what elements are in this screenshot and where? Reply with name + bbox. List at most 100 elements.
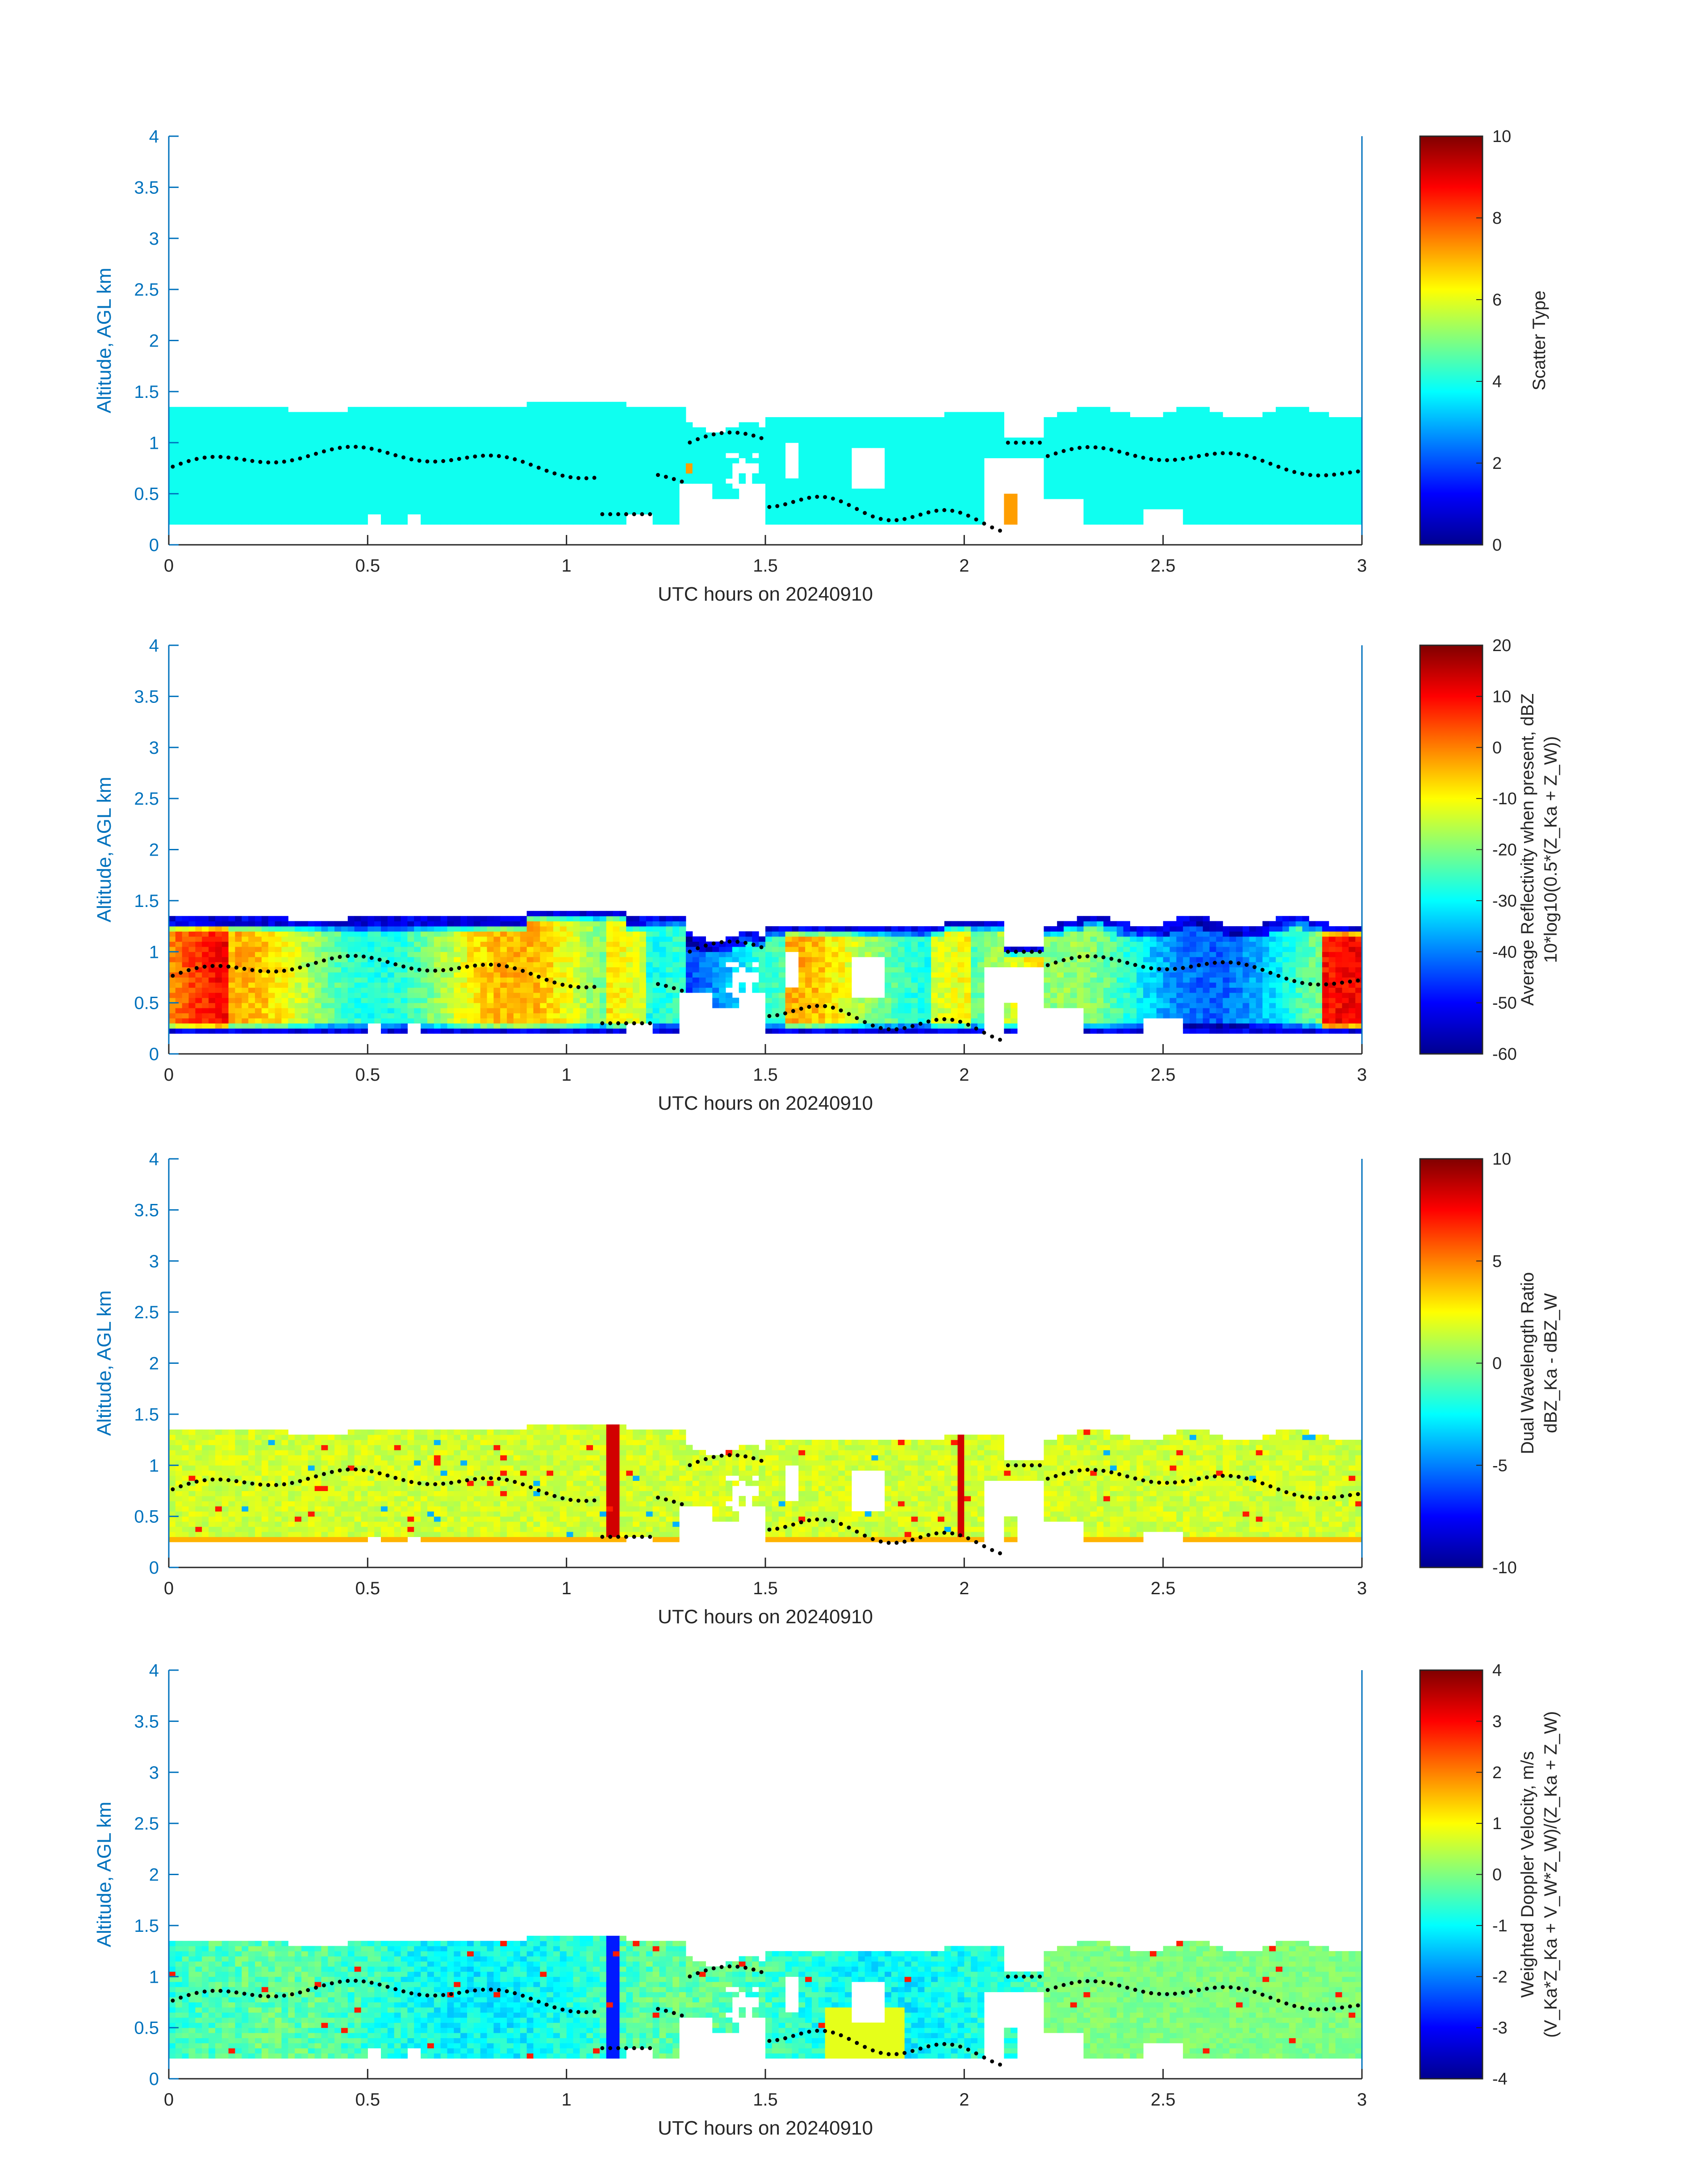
heatmap-cell (275, 962, 282, 968)
heatmap-cell (898, 483, 905, 489)
heatmap-cell (467, 489, 474, 494)
heatmap-cell (838, 489, 845, 494)
heatmap-cell (361, 967, 368, 973)
heatmap-cell (434, 504, 441, 510)
heatmap-cell (712, 473, 719, 479)
heatmap-cell (1315, 504, 1323, 510)
heatmap-cell (175, 962, 183, 968)
heatmap-cell (652, 422, 660, 428)
heatmap-cell (321, 437, 328, 443)
heatmap-cell (261, 519, 269, 525)
heatmap-cell (188, 998, 196, 1003)
heatmap-cell (1269, 478, 1276, 484)
heatmap-cell (971, 468, 978, 474)
heatmap-cell (924, 437, 931, 443)
heatmap-cell (626, 499, 633, 505)
heatmap-cell (387, 1018, 395, 1024)
heatmap-cell (885, 473, 892, 479)
heatmap-cell (1004, 514, 1011, 520)
heatmap-cell (460, 972, 468, 978)
heatmap-cell (221, 987, 229, 993)
heatmap-cell (480, 957, 488, 962)
heatmap-cell (434, 499, 441, 505)
heatmap-cell (480, 447, 488, 453)
heatmap-cell (248, 1008, 255, 1014)
heatmap-cell (487, 1023, 494, 1029)
heatmap-cell (898, 509, 905, 514)
heatmap-cell (507, 1013, 514, 1019)
heatmap-cell (619, 437, 626, 443)
heatmap-cell (864, 504, 872, 510)
heatmap-cell (235, 422, 242, 428)
heatmap-cell (248, 509, 255, 514)
heatmap-cell (1130, 493, 1137, 499)
heatmap-cell (487, 432, 494, 438)
heatmap-cell (864, 519, 872, 525)
heatmap-cell (1262, 473, 1270, 479)
dot-marker (966, 514, 970, 518)
heatmap-cell (931, 504, 938, 510)
heatmap-cell (845, 427, 852, 433)
heatmap-cell (1143, 447, 1150, 453)
heatmap-cell (308, 493, 315, 499)
heatmap-cell (169, 473, 176, 479)
heatmap-cell (858, 437, 865, 443)
heatmap-cell (845, 458, 852, 464)
heatmap-cell (971, 453, 978, 459)
heatmap-cell (182, 483, 189, 489)
heatmap-cells-1 (169, 401, 1362, 525)
heatmap-cell (666, 489, 673, 494)
heatmap-cell (281, 417, 288, 423)
heatmap-cell (447, 489, 454, 494)
heatmap-cell (1116, 504, 1124, 510)
heatmap-cell (672, 422, 680, 428)
heatmap-cell (1196, 478, 1203, 484)
heatmap-cell (328, 493, 335, 499)
heatmap-cell (228, 417, 235, 423)
heatmap-cell (646, 499, 653, 505)
heatmap-cell (248, 417, 255, 423)
heatmap-cell (891, 443, 898, 448)
heatmap-cell (407, 478, 414, 484)
heatmap-cell (811, 417, 819, 423)
heatmap-cell (1282, 478, 1290, 484)
heatmap-cell (215, 422, 222, 428)
heatmap-cell (1249, 504, 1256, 510)
heatmap-cell (580, 422, 587, 428)
heatmap-cell (381, 427, 388, 433)
heatmap-cell (1136, 427, 1144, 433)
heatmap-cell (778, 473, 786, 479)
dot-marker (473, 454, 477, 459)
heatmap-cell (215, 1013, 222, 1019)
heatmap-cell (1249, 499, 1256, 505)
heatmap-cell (924, 443, 931, 448)
dot-marker (1253, 456, 1257, 460)
heatmap-cell (878, 493, 885, 499)
heatmap-cell (785, 422, 792, 428)
heatmap-cell (467, 478, 474, 484)
heatmap-cell (1064, 432, 1071, 438)
heatmap-cell (1203, 483, 1210, 489)
heatmap-cell (195, 941, 202, 947)
heatmap-cell (864, 427, 872, 433)
heatmap-cell (798, 443, 806, 448)
heatmap-cell (1116, 463, 1124, 468)
heatmap-cell (1269, 489, 1276, 494)
heatmap-cell (1229, 509, 1236, 514)
heatmap-cell (401, 957, 408, 962)
heatmap-cell (169, 432, 176, 438)
heatmap-cell (314, 972, 322, 978)
heatmap-cell (593, 468, 600, 474)
heatmap-cell (407, 957, 414, 962)
heatmap-cell (1342, 473, 1349, 479)
heatmap-cell (467, 1018, 474, 1024)
heatmap-cell (1123, 473, 1130, 479)
heatmap-cell (467, 468, 474, 474)
heatmap-cell (1103, 504, 1111, 510)
heatmap-cell (500, 478, 507, 484)
heatmap-cell (951, 422, 958, 428)
heatmap-cell (328, 972, 335, 978)
heatmap-cell (454, 443, 461, 448)
heatmap-cell (1216, 427, 1223, 433)
heatmap-cell (977, 478, 985, 484)
